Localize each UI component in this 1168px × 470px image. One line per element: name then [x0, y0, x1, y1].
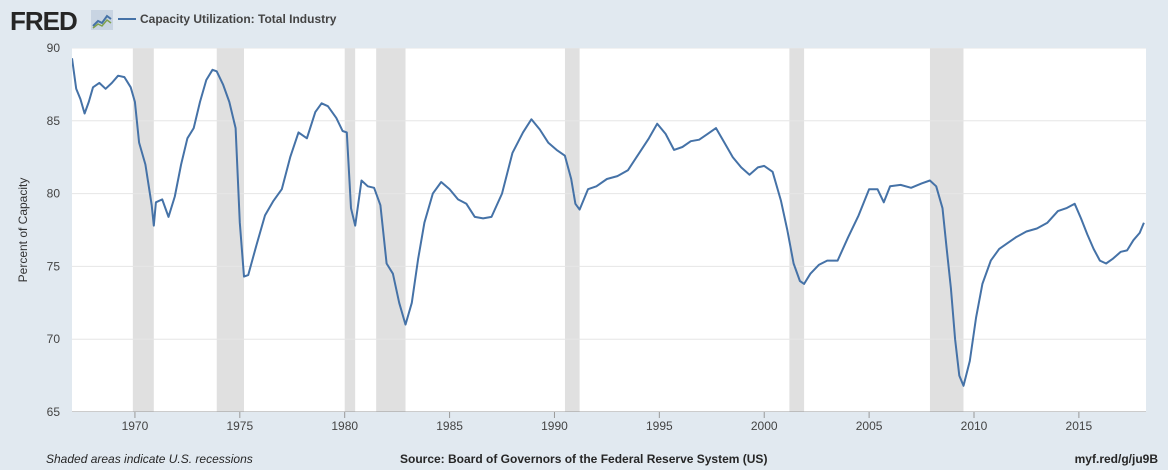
- fred-logo[interactable]: FRED: [10, 6, 78, 36]
- legend-swatch: [118, 18, 136, 20]
- series-line: [72, 58, 1145, 387]
- x-tick-label: 2005: [856, 419, 883, 433]
- y-tick-label: 85: [47, 114, 61, 128]
- legend-label: Capacity Utilization: Total Industry: [140, 12, 337, 26]
- recession-band: [564, 48, 580, 412]
- x-tick-label: 1970: [122, 419, 149, 433]
- chart-area: [72, 48, 1146, 412]
- recession-band: [789, 48, 805, 412]
- short-link[interactable]: myf.red/g/ju9B: [1074, 452, 1158, 466]
- y-tick-label: 75: [47, 259, 61, 273]
- plot-background: [72, 48, 1146, 412]
- x-tick-label: 1980: [331, 419, 358, 433]
- y-tick-label: 90: [47, 41, 61, 55]
- recession-band: [929, 48, 964, 412]
- x-tick-label: 2015: [1066, 419, 1093, 433]
- y-axis-title: Percent of Capacity: [16, 178, 30, 283]
- x-tick-label: 1995: [646, 419, 673, 433]
- y-tick-label: 80: [47, 187, 61, 201]
- line-chart: [72, 48, 1146, 412]
- source-note: Source: Board of Governors of the Federa…: [400, 452, 768, 466]
- x-tick-label: 2010: [961, 419, 988, 433]
- chart-legend: Capacity Utilization: Total Industry: [118, 12, 336, 26]
- y-tick-label: 65: [47, 405, 61, 419]
- x-tick-label: 1975: [226, 419, 253, 433]
- x-tick-label: 1990: [541, 419, 568, 433]
- x-tick-label: 1985: [436, 419, 463, 433]
- recession-band: [376, 48, 406, 412]
- recession-note: Shaded areas indicate U.S. recessions: [46, 452, 253, 466]
- y-tick-label: 70: [47, 332, 61, 346]
- recession-band: [344, 48, 356, 412]
- line-chart-icon: [91, 10, 113, 30]
- x-tick-label: 2000: [751, 419, 778, 433]
